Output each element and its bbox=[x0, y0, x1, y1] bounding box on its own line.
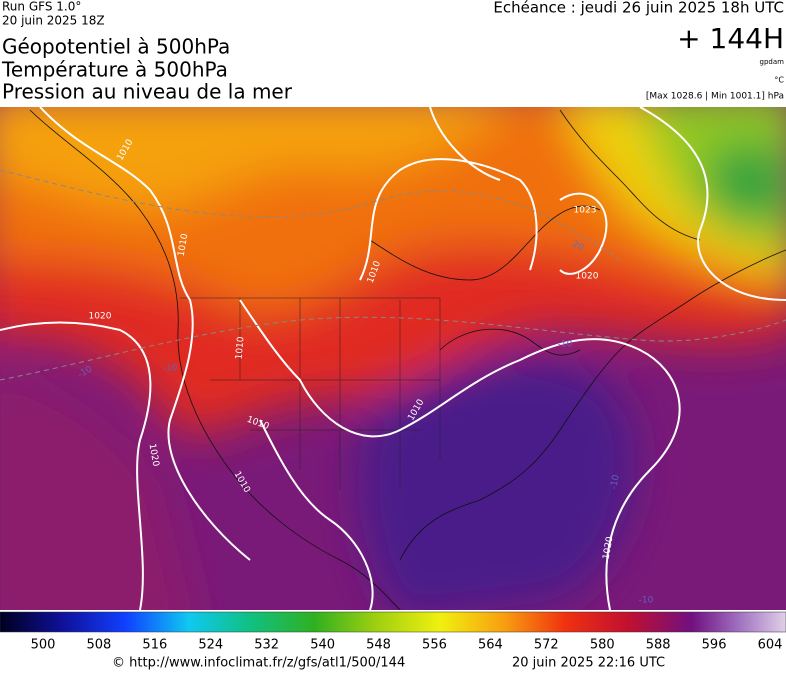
colorbar-label: 564 bbox=[478, 638, 503, 653]
colorbar-label: 516 bbox=[142, 638, 167, 653]
isobars bbox=[0, 107, 786, 610]
field-shading bbox=[0, 107, 786, 610]
contour-label: 1020 bbox=[602, 536, 616, 561]
colorbar-label: 572 bbox=[534, 638, 559, 653]
contour-label: -10 bbox=[609, 474, 621, 490]
lead-time: + 144H bbox=[677, 22, 784, 55]
contour-label: 1020 bbox=[89, 312, 112, 322]
coastlines bbox=[29, 109, 786, 610]
map-title: Pression au niveau de la mer bbox=[2, 80, 293, 104]
contour-label: -10 bbox=[639, 596, 654, 606]
contour-label: 1020 bbox=[147, 443, 161, 468]
map-area: 1010101010201010101010101010101010231020… bbox=[0, 107, 786, 610]
colorbar-labels: 500 508 516 524 532 540 548 556 564 572 580 588 596 6… bbox=[31, 638, 783, 653]
footer-url: © http://www.infoclimat.fr/z/gfs/atl1/50… bbox=[112, 656, 405, 671]
contour-label: -10 bbox=[558, 340, 573, 350]
map-title: Géopotentiel à 500hPa bbox=[2, 35, 230, 59]
colorbar-label: 580 bbox=[590, 638, 615, 653]
colorbar-label: 524 bbox=[198, 638, 223, 653]
colorbar-label: 556 bbox=[422, 638, 447, 653]
isotherms bbox=[0, 169, 786, 381]
colorbar-label: 500 bbox=[31, 638, 56, 653]
footer-date: 20 juin 2025 22:16 UTC bbox=[512, 656, 665, 671]
run-date: 20 juin 2025 18Z bbox=[2, 14, 105, 28]
colorbar-label: 596 bbox=[702, 638, 727, 653]
unit-label: °C bbox=[774, 76, 784, 85]
colorbar-label: 540 bbox=[310, 638, 335, 653]
colorbar-label: 532 bbox=[254, 638, 279, 653]
map-title: Température à 500hPa bbox=[1, 58, 228, 82]
contour-label: 1010 bbox=[235, 336, 247, 360]
valid-time: Echéance : jeudi 26 juin 2025 18h UTC bbox=[493, 0, 784, 17]
colorbar-label: 548 bbox=[366, 638, 391, 653]
colorbar-label: 604 bbox=[758, 638, 783, 653]
contour-label: 1010 bbox=[177, 233, 191, 258]
pressure-range: [Max 1028.6 | Min 1001.1] hPa bbox=[646, 92, 784, 102]
colorbar bbox=[0, 611, 786, 633]
contour-label: 1023 bbox=[574, 206, 597, 216]
contour-label: -10 bbox=[163, 364, 178, 374]
borders bbox=[180, 297, 441, 490]
run-label: Run GFS 1.0° bbox=[2, 0, 81, 14]
contour-label: 1020 bbox=[576, 272, 599, 282]
unit-label: gpdam bbox=[760, 58, 785, 66]
colorbar-label: 508 bbox=[87, 638, 112, 653]
colorbar-label: 588 bbox=[646, 638, 671, 653]
